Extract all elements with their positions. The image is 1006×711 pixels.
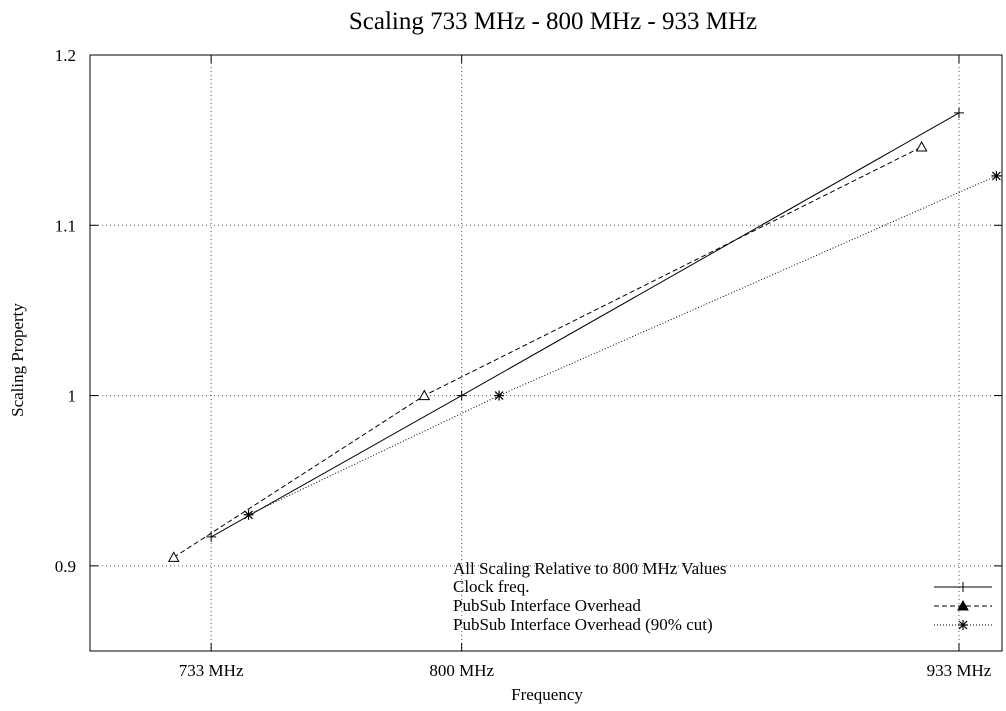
- y-tick-label-1: 1: [68, 387, 77, 406]
- series-0-point-2: [953, 107, 964, 118]
- x-tick-label-0: 733 MHz: [179, 661, 244, 680]
- series-line-1: [173, 146, 922, 558]
- legend: All Scaling Relative to 800 MHz Values C…: [453, 559, 992, 634]
- series-2-point-1: [494, 390, 505, 401]
- series-2-point-2: [991, 170, 1002, 181]
- y-tick-label-2: 1.1: [55, 216, 76, 235]
- chart-title: Scaling 733 MHz - 800 MHz - 933 MHz: [349, 8, 757, 35]
- y-tick-label-3: 1.2: [55, 46, 76, 65]
- legend-marker-0: [958, 582, 968, 592]
- series-0-point-1: [456, 390, 467, 401]
- series-line-2: [248, 175, 997, 516]
- series-1-point-2: [915, 140, 928, 152]
- legend-marker-1: [957, 599, 969, 611]
- y-axis-label: Scaling Property: [8, 303, 27, 417]
- legend-title: All Scaling Relative to 800 MHz Values: [453, 559, 727, 578]
- y-tick-label-0: 0.9: [55, 557, 76, 576]
- plot-frame: [89, 54, 1003, 652]
- series-1-point-0: [167, 551, 180, 562]
- series-layer: [167, 107, 1002, 562]
- legend-marker-2: [958, 620, 968, 630]
- x-tick-label-1: 800 MHz: [429, 661, 494, 680]
- legend-label-1: PubSub Interface Overhead: [453, 596, 641, 615]
- series-2-point-0: [243, 509, 254, 520]
- x-axis-label: Frequency: [511, 685, 583, 704]
- axis-ticks: 733 MHz 800 MHz 933 MHz 0.9 1 1.1 1.2: [55, 46, 1002, 680]
- series-1-point-1: [418, 389, 431, 401]
- legend-label-0: Clock freq.: [453, 577, 529, 596]
- x-tick-label-2: 933 MHz: [927, 661, 992, 680]
- grid: [90, 55, 1002, 651]
- series-line-0: [210, 112, 960, 538]
- legend-label-2: PubSub Interface Overhead (90% cut): [453, 615, 713, 634]
